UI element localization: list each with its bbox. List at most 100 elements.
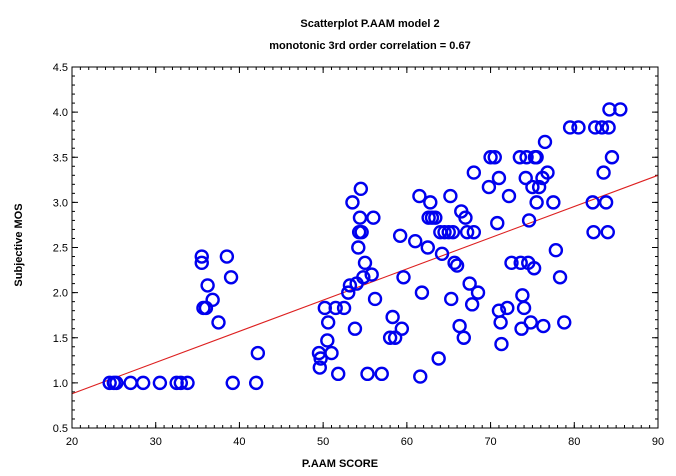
data-point xyxy=(504,255,519,271)
data-point xyxy=(173,375,189,391)
y-tick-label: 2.0 xyxy=(53,288,68,300)
data-point xyxy=(414,285,430,300)
x-tick-label: 80 xyxy=(568,436,580,448)
data-point xyxy=(536,318,551,334)
data-point xyxy=(521,213,537,228)
data-point xyxy=(320,333,335,348)
data-point xyxy=(529,195,544,210)
data-point xyxy=(135,375,151,391)
data-point xyxy=(320,315,336,330)
data-point xyxy=(515,288,530,303)
data-point xyxy=(585,195,600,210)
data-point xyxy=(494,336,509,352)
data-point xyxy=(336,300,352,316)
data-points xyxy=(102,102,628,391)
data-point xyxy=(396,270,411,285)
data-point xyxy=(342,278,358,293)
data-point xyxy=(537,134,553,150)
data-point xyxy=(223,270,239,285)
data-point xyxy=(513,255,528,271)
data-point xyxy=(437,224,452,240)
data-point xyxy=(501,188,517,204)
y-tick-label: 2.5 xyxy=(53,243,68,255)
y-tick-label: 1.0 xyxy=(53,378,68,390)
data-point xyxy=(444,291,459,307)
data-point xyxy=(516,300,532,316)
y-tick-label: 1.5 xyxy=(53,333,68,345)
data-point xyxy=(102,375,117,391)
data-point xyxy=(466,165,482,180)
data-point xyxy=(353,181,369,197)
data-point xyxy=(481,179,497,195)
data-point xyxy=(546,195,561,210)
data-point xyxy=(466,224,482,240)
data-point xyxy=(462,276,477,291)
data-point xyxy=(600,224,615,240)
data-point xyxy=(211,315,226,330)
data-point xyxy=(458,210,473,225)
data-point xyxy=(464,297,480,312)
data-point xyxy=(392,228,408,243)
data-point xyxy=(456,330,471,345)
data-point xyxy=(500,300,515,316)
data-point xyxy=(518,170,533,186)
x-tick-label: 60 xyxy=(401,436,413,448)
data-point xyxy=(394,321,410,336)
data-point xyxy=(601,120,616,135)
y-axis-label: Subjective MOS xyxy=(13,203,25,286)
data-point xyxy=(604,150,620,165)
data-point xyxy=(526,261,542,276)
data-point xyxy=(571,120,586,135)
data-point xyxy=(470,285,486,300)
data-point xyxy=(459,224,475,240)
data-point xyxy=(109,375,124,391)
y-tick-label: 4.5 xyxy=(53,62,68,74)
data-point xyxy=(225,375,240,391)
data-point xyxy=(351,240,366,255)
chart-title: Scatterplot P.AAM model 2 xyxy=(300,18,439,30)
data-point xyxy=(594,120,610,135)
data-point xyxy=(324,345,339,361)
x-tick-label: 30 xyxy=(150,436,162,448)
data-point xyxy=(312,360,327,375)
data-point xyxy=(588,120,603,135)
data-point xyxy=(367,291,383,307)
data-point xyxy=(331,366,346,382)
data-point xyxy=(613,102,628,117)
data-point xyxy=(441,224,456,240)
data-point xyxy=(519,150,534,165)
data-point xyxy=(387,330,403,345)
data-point xyxy=(413,369,428,384)
x-axis-label: P.AAM SCORE xyxy=(302,458,378,470)
data-point xyxy=(512,150,528,165)
data-point xyxy=(408,233,423,249)
data-point xyxy=(548,243,564,258)
data-point xyxy=(445,224,461,240)
data-point xyxy=(347,321,363,336)
data-point xyxy=(540,165,555,180)
data-point xyxy=(491,170,507,186)
data-point xyxy=(385,309,400,325)
data-point xyxy=(345,195,360,210)
plot-frame xyxy=(71,66,659,429)
data-point xyxy=(531,179,547,195)
data-point xyxy=(562,120,578,135)
x-tick-label: 20 xyxy=(66,436,78,448)
y-tick-label: 3.5 xyxy=(53,152,68,164)
data-point xyxy=(428,210,443,225)
data-point xyxy=(248,375,264,391)
data-point xyxy=(364,267,379,282)
data-point xyxy=(219,249,235,264)
data-point xyxy=(382,330,398,345)
data-point xyxy=(341,285,356,300)
data-point xyxy=(443,188,458,204)
data-point xyxy=(493,315,508,330)
data-point xyxy=(483,150,498,165)
data-point xyxy=(487,150,502,165)
y-tick-label: 3.0 xyxy=(53,197,68,209)
regression-line xyxy=(71,174,659,395)
x-tick-label: 70 xyxy=(484,436,496,448)
data-point xyxy=(449,258,465,273)
data-point xyxy=(313,351,328,366)
